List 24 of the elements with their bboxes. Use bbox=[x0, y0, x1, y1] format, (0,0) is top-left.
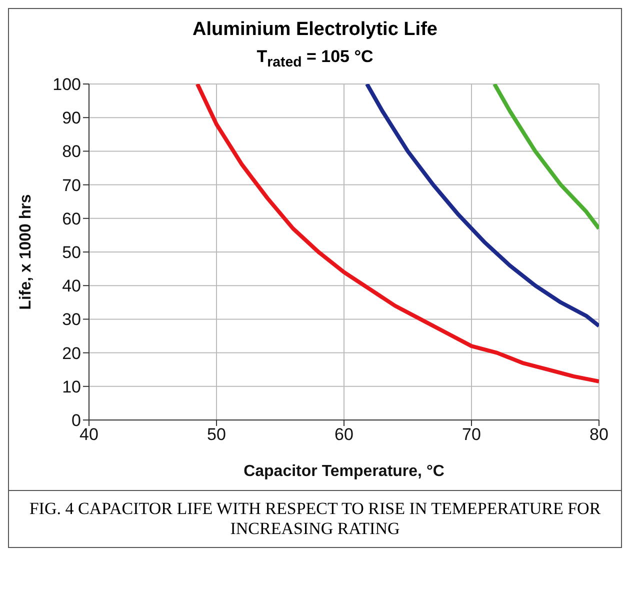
line-series bbox=[492, 84, 599, 231]
line-series bbox=[195, 84, 599, 384]
y-tick-label: 80 bbox=[62, 142, 81, 162]
y-axis-title: Life, x 1000 hrs bbox=[18, 194, 35, 310]
chart-title: Aluminium Electrolytic Life bbox=[192, 19, 438, 41]
y-tick-label: 30 bbox=[62, 310, 81, 330]
x-tick-label: 50 bbox=[207, 425, 226, 444]
y-tick-label: 40 bbox=[62, 277, 81, 296]
y-tick-label: 70 bbox=[62, 176, 81, 196]
y-tick-label: 100 bbox=[52, 75, 81, 94]
x-tick-label: 80 bbox=[590, 425, 608, 444]
x-tick-label: 40 bbox=[80, 425, 98, 444]
x-tick-label: 70 bbox=[462, 425, 481, 444]
chart-subtitle: T$_{rated}$ = 105 °C bbox=[256, 47, 374, 70]
y-tick-label: 60 bbox=[62, 210, 81, 229]
x-tick-label: 60 bbox=[334, 425, 354, 444]
x-axis-title: Capacitor Temperature, °C bbox=[244, 463, 445, 480]
y-tick-label: 90 bbox=[62, 109, 81, 128]
y-tick-label: 0 bbox=[72, 411, 81, 430]
y-tick-label: 50 bbox=[62, 243, 81, 262]
caption: FIG. 4 CAPACITOR LIFE WITH RESPECT TO RISE IN TEMEPERATURE FOR INCREASING RATING bbox=[28, 499, 602, 540]
y-tick-label: 20 bbox=[62, 344, 81, 364]
y-tick-label: 10 bbox=[62, 378, 81, 397]
line-series bbox=[364, 84, 599, 328]
